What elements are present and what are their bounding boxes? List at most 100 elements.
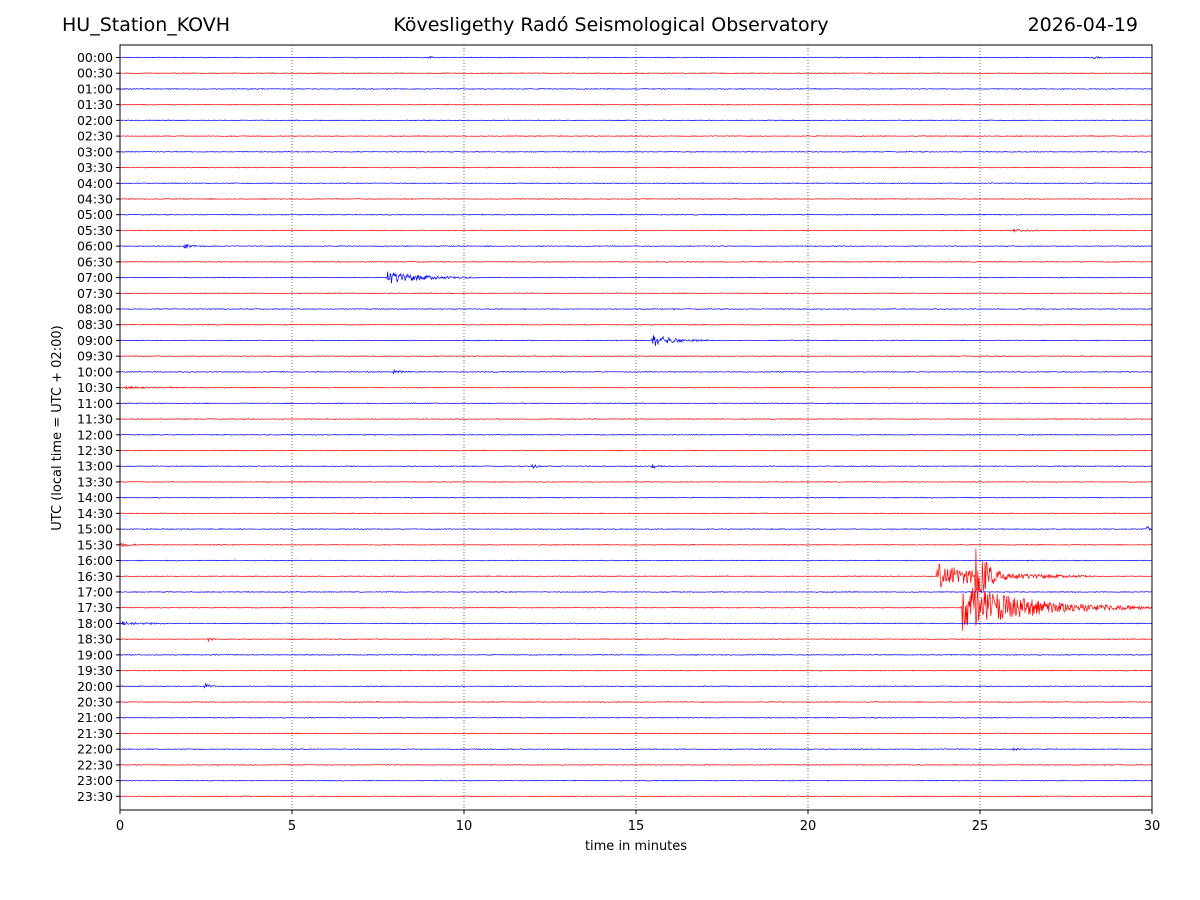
y-tick-label: 02:00 xyxy=(77,113,113,128)
date-label: 2026-04-19 xyxy=(1027,14,1138,36)
trace-line xyxy=(120,135,1153,138)
y-tick-label: 07:00 xyxy=(77,270,113,285)
trace-line xyxy=(119,418,1153,420)
trace-line xyxy=(119,213,1153,216)
trace-line xyxy=(119,653,1153,656)
trace-line xyxy=(119,637,1153,643)
y-tick-label: 04:30 xyxy=(77,191,113,206)
trace-line xyxy=(119,512,1153,515)
y-tick-label: 03:30 xyxy=(77,160,113,175)
trace-line xyxy=(119,166,1153,169)
y-tick-label: 18:00 xyxy=(77,616,113,631)
y-axis-ticks: 00:0000:3001:0001:3002:0002:3003:0003:30… xyxy=(77,50,120,804)
y-tick-label: 06:30 xyxy=(77,254,113,269)
y-tick-label: 04:00 xyxy=(77,176,113,191)
trace-line xyxy=(119,369,1153,375)
trace-line xyxy=(119,449,1153,452)
trace-line xyxy=(119,542,1153,548)
y-tick-label: 19:30 xyxy=(77,663,113,678)
trace-line xyxy=(119,587,1153,631)
trace-line xyxy=(120,669,1153,672)
trace-line xyxy=(119,480,1153,483)
trace-line xyxy=(119,243,1153,249)
x-tick-label: 10 xyxy=(456,819,473,834)
y-tick-label: 12:30 xyxy=(77,443,113,458)
y-tick-label: 17:00 xyxy=(77,584,113,599)
trace-line xyxy=(119,525,1153,531)
y-tick-label: 17:30 xyxy=(77,600,113,615)
y-tick-label: 09:30 xyxy=(77,349,113,364)
trace-line xyxy=(119,701,1153,704)
y-tick-label: 22:30 xyxy=(77,757,113,772)
y-tick-label: 00:00 xyxy=(77,50,113,65)
x-axis-label: time in minutes xyxy=(585,839,687,854)
y-tick-label: 03:00 xyxy=(77,144,113,159)
y-tick-label: 08:30 xyxy=(77,317,113,332)
trace-line xyxy=(119,795,1153,798)
trace-line xyxy=(119,260,1153,263)
trace-line xyxy=(119,355,1153,358)
trace-line xyxy=(119,590,1153,593)
trace-line xyxy=(119,308,1153,310)
y-tick-label: 18:30 xyxy=(77,632,113,647)
seismic-traces xyxy=(119,55,1153,798)
trace-line xyxy=(119,747,1153,752)
y-tick-label: 01:30 xyxy=(77,97,113,112)
y-tick-label: 12:00 xyxy=(77,427,113,442)
y-tick-label: 14:00 xyxy=(77,490,113,505)
trace-line xyxy=(119,763,1153,766)
y-tick-label: 20:00 xyxy=(77,679,113,694)
y-tick-label: 19:00 xyxy=(77,647,113,662)
y-tick-label: 14:30 xyxy=(77,506,113,521)
trace-line xyxy=(119,87,1153,90)
trace-line xyxy=(119,732,1153,735)
y-tick-label: 13:00 xyxy=(77,459,113,474)
y-tick-label: 02:30 xyxy=(77,129,113,144)
trace-line xyxy=(119,385,1153,390)
y-tick-label: 10:00 xyxy=(77,364,113,379)
trace-line xyxy=(119,182,1153,185)
y-tick-label: 15:30 xyxy=(77,537,113,552)
trace-line xyxy=(119,779,1153,782)
trace-line xyxy=(119,228,1153,234)
x-tick-label: 5 xyxy=(288,819,296,834)
trace-line xyxy=(119,197,1153,200)
trace-line xyxy=(119,72,1153,75)
y-tick-label: 21:00 xyxy=(77,710,113,725)
y-tick-label: 23:00 xyxy=(77,773,113,788)
grid-lines xyxy=(291,45,981,810)
trace-line xyxy=(119,463,1153,469)
x-tick-label: 15 xyxy=(628,819,645,834)
y-tick-label: 16:30 xyxy=(77,569,113,584)
y-tick-label: 09:00 xyxy=(77,333,113,348)
trace-line xyxy=(119,548,1153,598)
trace-line xyxy=(119,323,1153,326)
trace-line xyxy=(119,433,1153,436)
trace-line xyxy=(119,292,1153,295)
trace-line xyxy=(119,335,1153,347)
station-label: HU_Station_KOVH xyxy=(62,14,231,36)
trace-line xyxy=(119,150,1153,153)
x-tick-label: 30 xyxy=(1144,819,1161,834)
y-tick-label: 05:30 xyxy=(77,223,113,238)
y-tick-label: 15:00 xyxy=(77,522,113,537)
y-tick-label: 13:30 xyxy=(77,474,113,489)
y-tick-label: 21:30 xyxy=(77,726,113,741)
y-tick-label: 07:30 xyxy=(77,286,113,301)
y-tick-label: 08:00 xyxy=(77,302,113,317)
y-axis-label: UTC (local time = UTC + 02:00) xyxy=(50,325,65,530)
y-tick-label: 22:00 xyxy=(77,742,113,757)
x-axis-ticks: 0 5 10 15 20 25 30 xyxy=(116,810,1160,834)
y-tick-label: 20:30 xyxy=(77,695,113,710)
trace-line xyxy=(119,103,1153,106)
y-tick-label: 23:30 xyxy=(77,789,113,804)
trace-line xyxy=(119,559,1153,562)
x-tick-label: 20 xyxy=(800,819,817,834)
y-tick-label: 10:30 xyxy=(77,380,113,395)
y-tick-label: 11:00 xyxy=(77,396,113,411)
trace-line xyxy=(119,402,1153,405)
trace-line xyxy=(119,496,1153,499)
y-tick-label: 01:00 xyxy=(77,81,113,96)
y-tick-label: 11:30 xyxy=(77,412,113,427)
